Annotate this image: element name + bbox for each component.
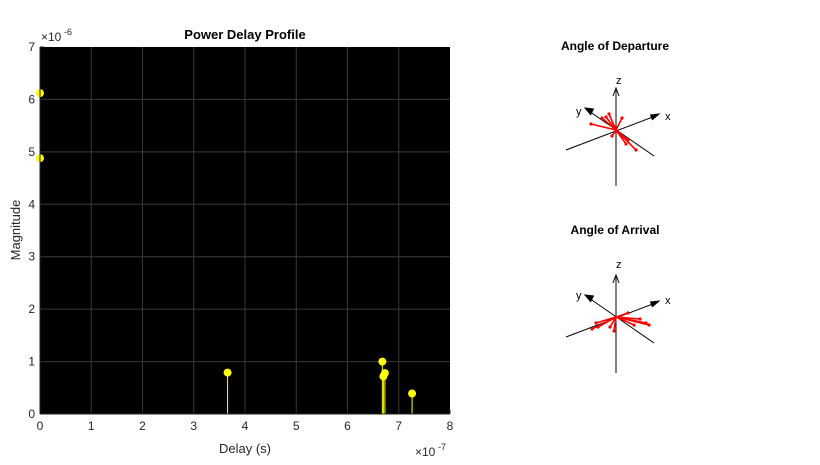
x-tick-label: 7 <box>395 419 402 433</box>
y-exponent-label: ×10 -6 <box>41 27 72 44</box>
ray-tip <box>596 325 600 329</box>
ray <box>615 316 635 326</box>
y-tick-label: 0 <box>28 407 35 421</box>
x-arrowhead <box>649 113 661 121</box>
x-tick-label: 6 <box>344 419 351 433</box>
x-tick-label: 8 <box>447 419 454 433</box>
ray-tip <box>626 311 630 315</box>
stem-marker <box>380 369 389 378</box>
y-tick-label: 6 <box>28 92 35 106</box>
x-axis <box>565 114 659 151</box>
power-delay-profile-chart: 0 1 2 3 4 5 6 7 8 0 1 2 3 4 5 6 7 Power Delay Profile D… <box>8 27 454 459</box>
ray-tip <box>632 323 636 327</box>
x-arrowhead <box>649 300 661 308</box>
y-exponent-base: ×10 <box>41 30 62 44</box>
aoa-z-label: z <box>616 259 622 271</box>
ray-tip <box>620 116 624 120</box>
y-ticks: 0 1 2 3 4 5 6 7 <box>28 40 44 421</box>
x-axis-label: Delay (s) <box>219 441 271 456</box>
z-arrowhead <box>612 86 620 97</box>
x-tick-label: 3 <box>190 419 197 433</box>
grid <box>40 47 450 414</box>
ray-tip <box>647 323 651 327</box>
y-axis-label: Magnitude <box>8 200 23 261</box>
stem-marker <box>378 357 387 366</box>
ray <box>615 312 629 318</box>
ray-tip <box>638 317 642 321</box>
ray-tip <box>610 134 614 138</box>
y-tick-label: 2 <box>28 302 35 316</box>
y-tick-label: 3 <box>28 250 35 264</box>
ray <box>608 113 617 131</box>
x-tick-label: 2 <box>139 419 146 433</box>
x-ticks: 0 1 2 3 4 5 6 7 8 <box>37 410 454 433</box>
y-arrowhead <box>583 107 595 116</box>
ray <box>590 123 617 131</box>
aod-title: Angle of Departure <box>561 39 669 53</box>
y-tick-label: 4 <box>28 197 35 211</box>
x-tick-label: 1 <box>88 419 95 433</box>
stem-marker <box>223 368 232 377</box>
ray-tip <box>600 116 604 120</box>
aoa-y-label: y <box>576 290 582 302</box>
ray-tip <box>612 329 616 333</box>
ray-tip <box>589 122 593 126</box>
x-tick-label: 4 <box>242 419 249 433</box>
x-tick-label: 5 <box>293 419 300 433</box>
ray <box>615 316 647 324</box>
ray-tip <box>644 321 648 325</box>
y-arrowhead <box>583 294 595 303</box>
angle-of-arrival-chart: Angle of Arrival z y x <box>565 223 671 373</box>
stem-marker <box>408 389 417 398</box>
x-exponent-base: ×10 <box>415 445 436 459</box>
y-tick-label: 1 <box>28 355 35 369</box>
ray <box>613 316 617 332</box>
ray <box>601 117 617 131</box>
ray-tip <box>590 327 594 331</box>
z-arrowhead <box>612 273 620 284</box>
ray-tip <box>607 112 611 116</box>
ray-tip <box>624 142 628 146</box>
chart-title: Power Delay Profile <box>184 27 305 42</box>
x-tick-label: 0 <box>37 419 44 433</box>
ray-tip <box>608 325 612 329</box>
y-exponent-power: -6 <box>64 27 72 37</box>
aod-z-label: z <box>616 75 622 87</box>
aoa-rays <box>590 311 651 333</box>
aod-rays <box>589 112 638 152</box>
ray-tip <box>634 148 638 152</box>
aoa-x-label: x <box>665 295 671 307</box>
ray <box>615 129 627 145</box>
aoa-title: Angle of Arrival <box>571 223 660 237</box>
ray-tip <box>604 115 608 119</box>
ray <box>615 117 623 131</box>
x-exponent-label: ×10 -7 <box>415 442 446 459</box>
x-exponent-power: -7 <box>438 442 446 452</box>
ray <box>595 316 617 324</box>
aod-y-label: y <box>576 106 582 118</box>
y-tick-label: 7 <box>28 40 35 54</box>
y-tick-label: 5 <box>28 145 35 159</box>
angle-of-departure-chart: Angle of Departure z y x <box>561 39 671 186</box>
aod-x-label: x <box>665 111 671 123</box>
ray-tip <box>594 321 598 325</box>
